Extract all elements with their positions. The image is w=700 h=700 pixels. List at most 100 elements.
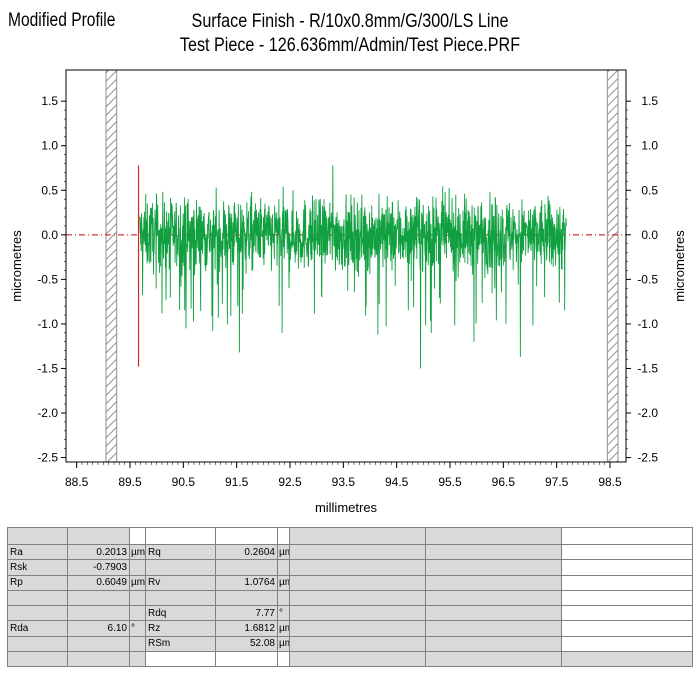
y-tick-label-left: -0.5 (37, 272, 58, 286)
stats-empty-cell (561, 543, 693, 561)
stats-empty-cell (289, 635, 426, 653)
stats-empty-cell (425, 559, 562, 576)
y-tick-label-right: -1.0 (637, 317, 658, 331)
stats-param-unit: µm (277, 635, 290, 653)
stats-param-name: Rv (145, 574, 216, 591)
stats-param-unit (129, 589, 146, 607)
stats-param-name: Rda (7, 620, 68, 637)
stats-empty-cell (561, 589, 693, 607)
stats-param-name (7, 589, 68, 607)
stats-header-cell (289, 527, 426, 545)
x-tick-label: 96.5 (492, 475, 516, 489)
stats-empty-cell (561, 574, 693, 591)
x-tick-label: 94.5 (385, 475, 409, 489)
hatched-band-2 (606, 69, 619, 463)
stats-param-value: 52.08 (215, 635, 278, 653)
stats-empty-cell (289, 620, 426, 637)
stats-param-value: 1.6812 (215, 620, 278, 637)
stats-empty-cell (289, 543, 426, 561)
y-tick-label-left: 1.5 (41, 94, 58, 108)
stats-row: Rdq 7.77 ° (7, 605, 693, 622)
profile-trace (139, 165, 567, 369)
chart-title-block: Surface Finish - R/10x0.8mm/G/300/LS Lin… (120, 10, 580, 58)
stats-header-cell (277, 527, 290, 545)
y-axis-label-right: micrometres (672, 230, 687, 302)
y-tick-label-right: -0.5 (637, 272, 658, 286)
x-tick-label: 90.5 (172, 475, 196, 489)
stats-param-value: -0.7903 (67, 559, 130, 576)
stats-header-cell (425, 527, 562, 545)
stats-empty-cell (425, 589, 562, 607)
stats-param-unit (277, 651, 290, 668)
stats-row (7, 589, 693, 607)
stats-header-cell (145, 527, 216, 545)
stats-param-unit (277, 589, 290, 607)
stats-param-unit: µm (129, 543, 146, 561)
stats-param-name (145, 559, 216, 576)
y-tick-label-right: -2.0 (637, 406, 658, 420)
stats-table: Ra0.2013µmRq0.2604µmRsk-0.7903Rp0.6049µm… (7, 527, 693, 668)
stats-empty-cell (425, 605, 562, 622)
stats-param-name (7, 651, 68, 668)
stats-header-cell (67, 527, 130, 545)
stats-param-value (215, 651, 278, 668)
y-tick-label-right: -2.5 (637, 451, 658, 465)
x-tick-label: 95.5 (438, 475, 462, 489)
y-tick-label-right: 0.5 (641, 183, 658, 197)
stats-empty-cell (561, 559, 693, 576)
stats-param-value (67, 589, 130, 607)
x-tick-label: 93.5 (332, 475, 356, 489)
stats-param-name (7, 635, 68, 653)
stats-param-value: 0.6049 (67, 574, 130, 591)
y-tick-label-left: -2.5 (37, 451, 58, 465)
y-axis-label-left: micrometres (9, 230, 24, 302)
x-tick-label: 98.5 (598, 475, 622, 489)
stats-param-value: 7.77 (215, 605, 278, 622)
profile-chart: 1.5 1.0 0.5 0.0 -0.5 -1.0 -1.5 -2.0 -2.5 1.5 1.0 0… (9, 69, 687, 515)
stats-header-row (7, 527, 693, 545)
stats-param-unit: µm (129, 574, 146, 591)
stats-param-unit (129, 635, 146, 653)
stats-empty-cell (425, 651, 562, 668)
y-tick-label-right: 0.0 (641, 228, 658, 242)
profile-type-label: Modified Profile (8, 10, 116, 31)
stats-param-unit: ° (129, 620, 146, 637)
x-tick-label: 89.5 (118, 475, 142, 489)
y-axis-left: 1.5 1.0 0.5 0.0 -0.5 -1.0 -1.5 -2.0 -2.5 (37, 94, 66, 465)
stats-empty-cell (561, 605, 693, 622)
y-tick-label-left: -1.0 (37, 317, 58, 331)
stats-param-unit: µm (277, 620, 290, 637)
y-tick-label-right: 1.5 (641, 94, 658, 108)
stats-empty-cell (561, 635, 693, 653)
stats-empty-cell (425, 635, 562, 653)
plot-frame (65, 69, 627, 463)
chart-subtitle: Test Piece - 126.636mm/Admin/Test Piece.… (179, 35, 521, 56)
stats-empty-cell (425, 574, 562, 591)
stats-empty-cell (561, 651, 693, 668)
y-tick-label-right: 1.0 (641, 139, 658, 153)
stats-param-value: 0.2013 (67, 543, 130, 561)
stats-param-unit: ° (277, 605, 290, 622)
y-tick-label-left: 0.0 (41, 228, 58, 242)
stats-param-name: Rsk (7, 559, 68, 576)
stats-param-name: Rp (7, 574, 68, 591)
stats-param-value (67, 635, 130, 653)
stats-header-cell (129, 527, 146, 545)
stats-param-value (215, 589, 278, 607)
stats-param-name (145, 589, 216, 607)
stats-param-unit (129, 605, 146, 622)
stats-param-name: Rz (145, 620, 216, 637)
y-tick-label-left: -1.5 (37, 361, 58, 375)
y-axis-right: 1.5 1.0 0.5 0.0 -0.5 -1.0 -1.5 -2.0 -2.5 (626, 94, 658, 465)
stats-param-name: Rdq (145, 605, 216, 622)
stats-param-unit (129, 651, 146, 668)
stats-header-cell (215, 527, 278, 545)
stats-empty-cell (289, 559, 426, 576)
stats-row (7, 651, 693, 668)
x-tick-label: 88.5 (65, 475, 89, 489)
chart-title: Surface Finish - R/10x0.8mm/G/300/LS Lin… (191, 11, 509, 32)
